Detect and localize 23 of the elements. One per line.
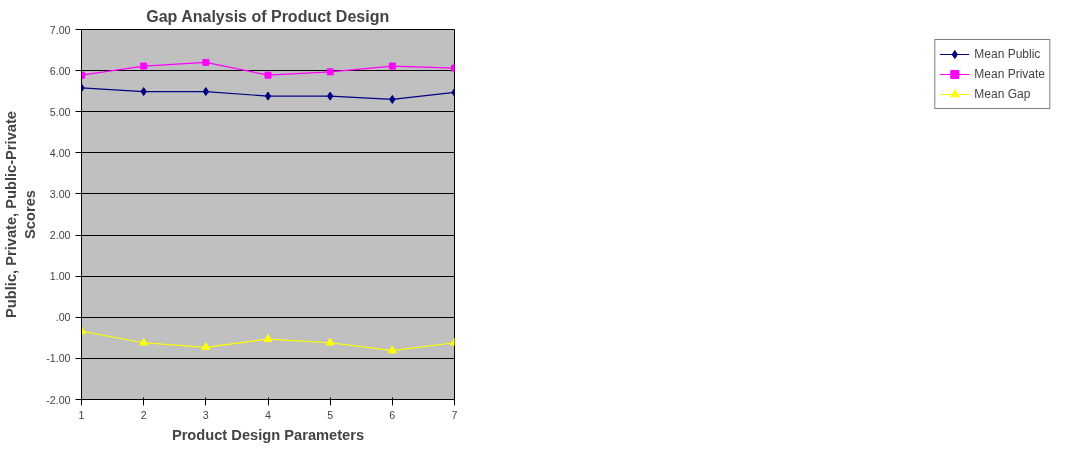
y-tick-label: 7.00 <box>49 23 71 36</box>
x-tick-label: 5 <box>327 408 334 421</box>
y-tick-label: 3.00 <box>49 187 71 200</box>
x-tick-label: 3 <box>202 408 209 421</box>
y-tick-label: 4.00 <box>49 146 71 159</box>
chart-title: Gap Analysis of Product Design <box>146 7 390 25</box>
y-tick-label: 2.00 <box>49 229 71 242</box>
legend-label: Mean Private <box>974 67 1045 81</box>
x-tick-label: 4 <box>265 408 272 421</box>
y-tick-label: -2.00 <box>46 393 71 406</box>
legend-label: Mean Public <box>974 47 1041 61</box>
y-tick-label: 5.00 <box>49 105 71 118</box>
y-axis-title: Public, Private, Public-Private Scores <box>3 111 39 318</box>
y-tick-label: 6.00 <box>49 64 71 77</box>
x-axis-title: Product Design Parameters <box>171 426 365 443</box>
y-tick-label: -1.00 <box>46 352 71 365</box>
x-tick-label: 1 <box>78 408 85 421</box>
x-tick-label: 7 <box>451 408 458 421</box>
y-tick-label: 1.00 <box>49 270 71 283</box>
x-tick-label: 2 <box>140 408 147 421</box>
y-tick-label: .00 <box>55 311 71 324</box>
legend-label: Mean Gap <box>974 87 1031 101</box>
x-tick-label: 6 <box>389 408 396 421</box>
